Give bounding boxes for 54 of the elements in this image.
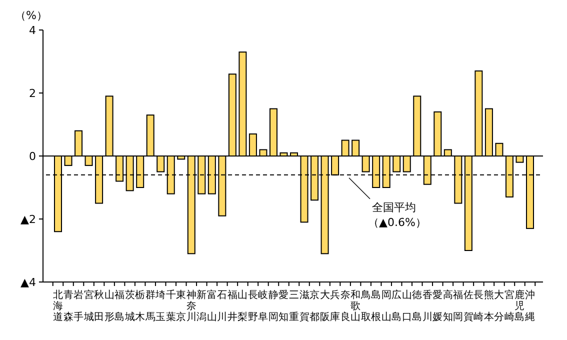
x-tick-label: 京都 — [310, 289, 320, 323]
x-tick-label: 徳島 — [412, 290, 422, 323]
x-tick-label: 長野 — [248, 290, 258, 323]
x-tick-label: 神奈川 — [186, 289, 196, 323]
x-tick-label: 福岡 — [453, 289, 464, 323]
x-tick-label: 福井 — [227, 289, 238, 323]
x-tick-label: 岡山 — [381, 290, 392, 323]
y-tick-label: 4 — [29, 24, 36, 37]
x-tick-label: 宮城 — [82, 289, 94, 323]
x-tick-label: 福島 — [114, 289, 125, 323]
x-tick-label: 栃木 — [135, 289, 146, 323]
x-tick-label: 滋賀 — [299, 289, 310, 323]
x-tick-label: 新潟 — [196, 289, 207, 323]
x-tick-label: 島根 — [371, 289, 382, 323]
x-tick-label: 愛媛 — [432, 289, 443, 323]
x-tick-label: 大阪 — [320, 289, 330, 323]
x-tick-label: 佐賀 — [463, 290, 474, 323]
x-tick-label: 静岡 — [268, 289, 278, 323]
x-tick-label: 岐阜 — [258, 289, 268, 323]
x-tick-label: 広島 — [392, 289, 402, 323]
x-tick-label: 岩手 — [74, 289, 84, 323]
x-tick-label: 茨城 — [124, 289, 135, 323]
x-tick-label: 秋田 — [94, 289, 104, 323]
x-tick-label: 和歌山 — [350, 289, 361, 323]
x-tick-label: 香川 — [422, 289, 432, 323]
y-axis-title: （%） — [15, 9, 48, 22]
x-tick-label: 高知 — [442, 289, 453, 323]
x-tick-label: 奈良 — [340, 290, 350, 323]
x-tick-label: 兵庫 — [330, 289, 340, 323]
x-tick-label: 石川 — [217, 290, 228, 323]
x-tick-label: 宮崎 — [504, 289, 514, 323]
x-tick-label: 愛知 — [278, 289, 289, 323]
x-tick-label: 群馬 — [144, 289, 156, 323]
x-tick-label: 山梨 — [238, 289, 248, 323]
x-tick-label: 山形 — [104, 289, 114, 323]
x-tick-label: 三重 — [289, 290, 299, 323]
x-tick-label: 鹿児島 — [514, 289, 525, 323]
x-tick-label: 埼玉 — [154, 289, 166, 323]
y-tick-label: ▲2 — [20, 213, 36, 226]
y-tick-label: 0 — [29, 150, 36, 163]
legend-label: 全国平均（▲0.6%） — [368, 200, 426, 229]
x-tick-label: 千葉 — [166, 289, 176, 323]
x-tick-label: 山口 — [402, 289, 412, 323]
y-tick-label: ▲4 — [20, 276, 36, 289]
x-tick-label: 青森 — [63, 289, 74, 323]
x-tick-label: 東京 — [176, 289, 186, 323]
x-tick-label: 北海道 — [53, 289, 63, 323]
x-tick-label: 大分 — [494, 289, 504, 323]
x-tick-label: 熊本 — [484, 289, 494, 323]
x-tick-label: 長崎 — [474, 290, 484, 323]
y-tick-label: 2 — [29, 87, 36, 100]
x-tick-label: 沖縄 — [524, 289, 535, 323]
x-tick-label: 鳥取 — [360, 289, 371, 323]
x-tick-label: 富山 — [206, 289, 217, 323]
